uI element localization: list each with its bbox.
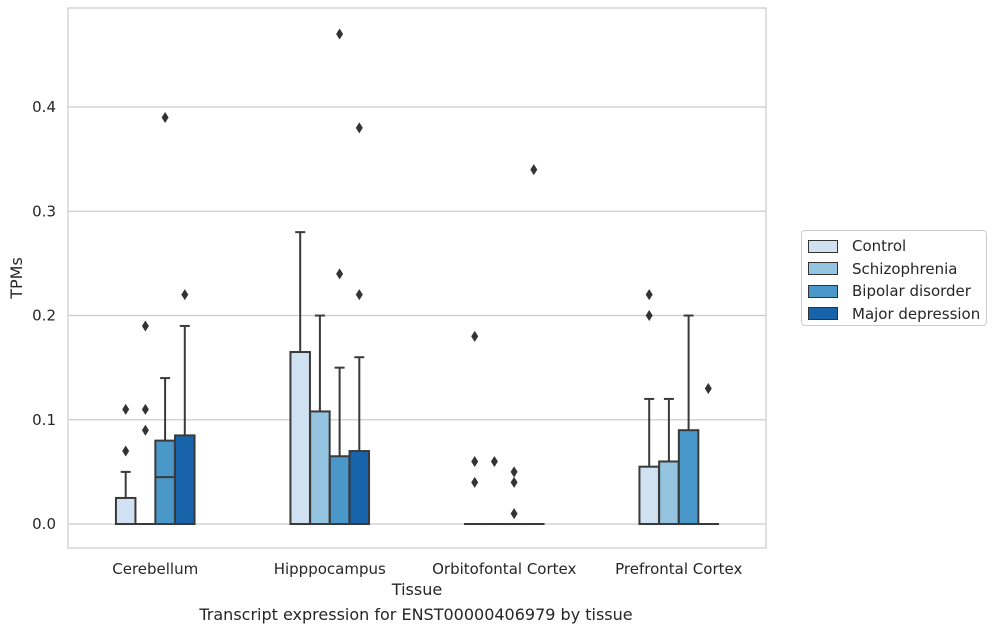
box-bipolar-disorder (677, 314, 700, 526)
legend-item-major-depression: Major depression (808, 303, 986, 326)
y-tick-label: 0.3 (32, 202, 56, 220)
x-tick-labels: Cerebellum Hipppocampus Orbitofontal Corte… (112, 560, 742, 578)
legend-item-schizophrenia: Schizophrenia (808, 258, 986, 281)
outlier-point (355, 289, 363, 301)
legend-label-bipolar-disorder: Bipolar disorder (852, 282, 971, 301)
outlier-point (645, 310, 653, 322)
plot-frame (67, 7, 767, 549)
x-tick-label: Hipppocampus (274, 560, 386, 578)
outlier-point (530, 164, 538, 176)
x-tick-label: Orbitofontal Cortex (432, 560, 576, 578)
y-tick-label: 0.2 (32, 307, 56, 325)
outlier-point (471, 330, 479, 342)
box-bipolar-disorder (503, 466, 525, 526)
box-control (114, 403, 137, 526)
legend-item-bipolar-disorder: Bipolar disorder (808, 280, 986, 303)
outlier-point (510, 476, 518, 488)
outlier-point (122, 403, 130, 415)
box-bipolar-disorder (328, 28, 351, 526)
legend-label-control: Control (852, 237, 907, 256)
legend-item-control: Control (808, 235, 986, 258)
outlier-point (645, 289, 653, 301)
box-body (638, 465, 660, 526)
legend-swatch-bipolar-disorder (808, 284, 838, 298)
y-tick-label: 0.0 (32, 515, 56, 533)
outlier-point (355, 122, 363, 134)
box-schizophrenia (658, 397, 680, 526)
outlier-point (141, 424, 149, 436)
box-schizophrenia (134, 320, 157, 526)
outlier-point (490, 455, 498, 467)
legend-swatch-schizophrenia (808, 262, 838, 276)
box-major-depression (523, 164, 545, 526)
y-tick-label: 0.1 (32, 411, 56, 429)
legend-label-major-depression: Major depression (852, 304, 981, 323)
outlier-point (510, 466, 518, 478)
box-bipolar-disorder (154, 111, 176, 526)
outlier-point (336, 28, 344, 40)
legend-swatch-major-depression (808, 307, 838, 321)
x-tick-label: Cerebellum (112, 560, 198, 578)
legend: Control Schizophrenia Bipolar disorder M… (801, 230, 987, 326)
outlier-point (336, 268, 344, 280)
x-axis-label: Tissue (391, 580, 442, 599)
box-control (289, 231, 311, 526)
box-body (114, 496, 137, 526)
box-body (154, 439, 176, 526)
x-tick-label: Prefrontal Cortex (615, 560, 742, 578)
box-body (309, 410, 331, 526)
outlier-point (141, 403, 149, 415)
outlier-point (161, 111, 169, 123)
y-tick-labels: 0.0 0.1 0.2 0.3 0.4 (32, 98, 56, 533)
y-tick-label: 0.4 (32, 98, 56, 116)
box-control (638, 289, 660, 526)
outlier-point (471, 455, 479, 467)
box-body (677, 429, 700, 526)
legend-swatch-control (808, 239, 838, 253)
box-body (289, 351, 311, 526)
outlier-point (704, 383, 712, 395)
legend-label-schizophrenia: Schizophrenia (852, 259, 958, 278)
box-body (174, 434, 196, 526)
box-marks (114, 28, 720, 526)
box-schizophrenia (483, 455, 506, 526)
outlier-point (141, 320, 149, 332)
box-schizophrenia (309, 314, 331, 526)
box-major-depression (348, 122, 371, 526)
outlier-point (471, 476, 479, 488)
box-major-depression (697, 383, 720, 526)
box-body (328, 455, 351, 526)
box-control (463, 330, 486, 526)
box-major-depression (174, 289, 196, 526)
box-body (658, 460, 680, 526)
outlier-point (122, 445, 130, 457)
chart-caption: Transcript expression for ENST0000040697… (199, 605, 633, 624)
outlier-point (181, 289, 189, 301)
outlier-point (510, 508, 518, 520)
y-axis-label: TPMs (7, 257, 26, 300)
box-body (348, 450, 371, 526)
